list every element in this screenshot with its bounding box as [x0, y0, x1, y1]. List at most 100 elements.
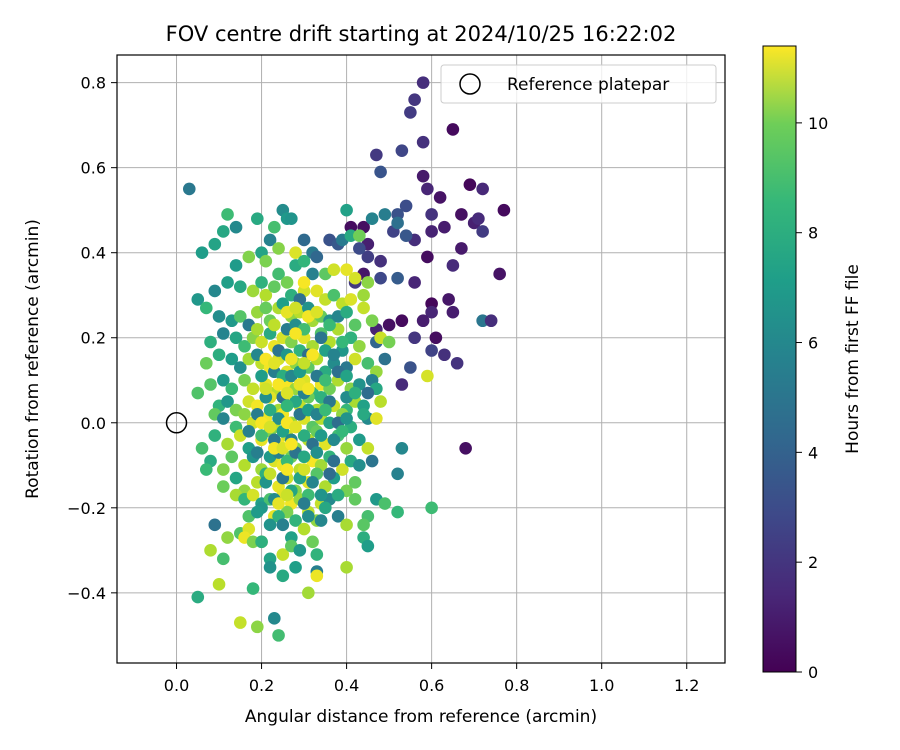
- data-point: [365, 314, 379, 328]
- data-point: [272, 242, 285, 255]
- data-point: [378, 497, 392, 510]
- data-point: [348, 493, 362, 506]
- data-point: [208, 237, 222, 251]
- x-tick-label: 0.8: [504, 676, 529, 695]
- data-point: [221, 531, 234, 544]
- data-point: [382, 335, 396, 349]
- data-point: [195, 441, 209, 455]
- data-point: [297, 522, 311, 536]
- data-point: [276, 518, 290, 532]
- data-point: [425, 344, 438, 357]
- data-point: [361, 276, 375, 289]
- data-point: [280, 488, 294, 502]
- data-point: [216, 327, 230, 340]
- data-point: [289, 514, 302, 527]
- data-point: [208, 429, 222, 442]
- data-point: [455, 242, 468, 255]
- colorbar: 0 2 4 6 8 10 Hours from first FF file: [762, 45, 863, 682]
- data-point: [276, 569, 290, 583]
- data-point: [268, 280, 281, 294]
- data-point: [463, 178, 477, 191]
- data-point: [416, 169, 430, 183]
- data-point: [472, 212, 485, 225]
- data-point: [263, 403, 277, 417]
- data-point: [399, 229, 413, 242]
- data-point: [221, 276, 234, 289]
- data-point: [416, 314, 430, 328]
- colorbar-gradient: [762, 45, 797, 673]
- legend-open-circle-icon: [459, 73, 481, 95]
- legend: Reference platepar: [440, 64, 717, 104]
- data-point: [353, 229, 366, 242]
- data-point: [272, 629, 285, 642]
- data-point: [216, 480, 230, 493]
- data-point: [348, 352, 362, 366]
- data-point: [221, 395, 234, 408]
- data-point: [310, 548, 324, 561]
- data-point: [361, 539, 375, 553]
- data-point: [280, 463, 294, 476]
- data-point: [357, 518, 370, 532]
- data-point: [421, 369, 434, 383]
- data-point: [302, 510, 315, 523]
- data-point: [293, 544, 307, 557]
- data-point: [216, 412, 230, 425]
- data-point: [259, 288, 273, 302]
- data-point: [442, 293, 455, 306]
- data-point: [246, 582, 260, 595]
- data-point: [306, 535, 319, 549]
- colorbar-ticks: 0 2 4 6 8 10: [796, 114, 828, 682]
- data-points: [182, 76, 511, 642]
- data-point: [357, 407, 370, 421]
- data-point: [297, 233, 311, 247]
- data-point: [280, 276, 294, 289]
- data-point: [238, 339, 251, 353]
- data-point: [361, 441, 375, 455]
- data-point: [272, 497, 285, 510]
- data-point: [238, 458, 251, 472]
- legend-box: [440, 64, 717, 104]
- y-tick-label: 0.4: [81, 244, 106, 263]
- data-point: [199, 463, 213, 476]
- data-point: [331, 488, 345, 502]
- data-point: [238, 407, 251, 421]
- data-point: [272, 378, 285, 391]
- data-point: [234, 280, 247, 294]
- data-point: [251, 620, 264, 634]
- data-point: [246, 382, 260, 396]
- data-point: [199, 356, 213, 370]
- data-point: [395, 378, 409, 391]
- data-point: [246, 488, 260, 502]
- data-point: [459, 441, 472, 455]
- data-point: [251, 322, 264, 336]
- data-point: [289, 420, 302, 434]
- x-tick-label: 0.0: [164, 676, 189, 695]
- data-point: [280, 386, 294, 400]
- data-point: [425, 208, 438, 221]
- y-tick-label: 0.0: [81, 414, 106, 433]
- x-axis-ticks: 0.0 0.2 0.4 0.6 0.8 1.0 1.2: [164, 663, 699, 695]
- data-point: [251, 446, 264, 459]
- data-point: [289, 561, 302, 574]
- data-point: [425, 501, 438, 515]
- data-point: [204, 335, 217, 349]
- data-point: [336, 463, 349, 476]
- data-point: [340, 305, 353, 319]
- data-point: [314, 488, 328, 502]
- data-point: [314, 514, 328, 527]
- x-tick-label: 1.2: [674, 676, 699, 695]
- data-point: [212, 578, 226, 591]
- data-point: [340, 203, 353, 217]
- data-point: [242, 424, 256, 438]
- data-point: [297, 356, 311, 370]
- data-point: [314, 429, 328, 442]
- data-point: [336, 335, 349, 349]
- data-point: [319, 403, 332, 417]
- reference-platepar-marker: [165, 412, 188, 434]
- colorbar-tick-label: 8: [808, 224, 818, 243]
- data-point: [446, 305, 460, 319]
- data-point: [216, 225, 230, 238]
- data-point: [234, 616, 247, 629]
- data-point: [446, 123, 460, 136]
- data-point: [357, 301, 370, 315]
